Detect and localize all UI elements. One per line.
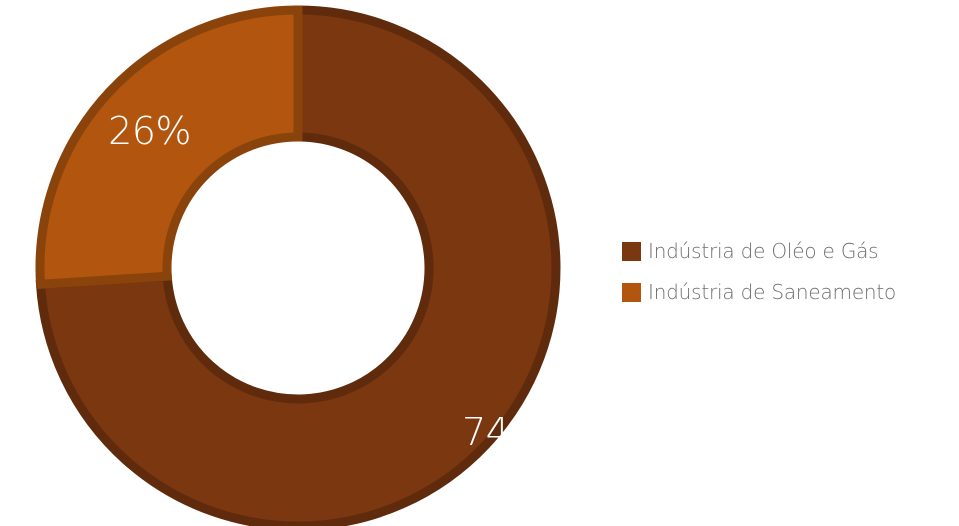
donut-chart: 74% 26% <box>35 5 561 526</box>
donut-slices <box>35 5 561 526</box>
legend-label: Indústria de Saneamento <box>648 280 897 304</box>
legend: Indústria de Oléo e Gás Indústria de San… <box>622 239 897 322</box>
slice-sanitation <box>35 5 303 289</box>
legend-item-oil-gas: Indústria de Oléo e Gás <box>622 239 896 263</box>
legend-item-sanitation: Indústria de Saneamento <box>622 280 897 304</box>
data-label-sanitation: 26% <box>108 109 191 153</box>
legend-label: Indústria de Oléo e Gás <box>648 239 879 263</box>
data-label-oil-gas: 74% <box>462 410 545 454</box>
slice-oil-gas <box>35 5 561 526</box>
legend-swatch <box>622 282 641 302</box>
legend-swatch <box>622 241 641 261</box>
